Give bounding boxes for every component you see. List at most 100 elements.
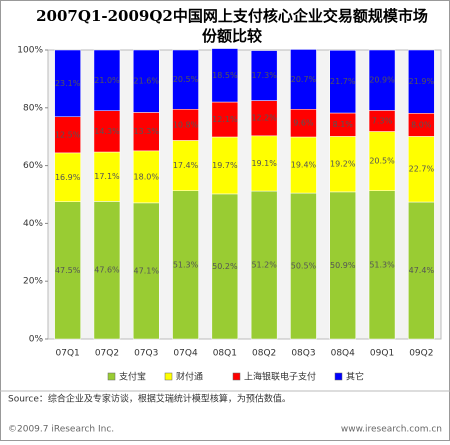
value-label: 12.5%: [55, 130, 81, 139]
bar-segment: [329, 136, 356, 193]
bar-segment: [172, 49, 199, 110]
value-label: 10.8%: [173, 120, 199, 129]
bar-segment: [408, 49, 435, 114]
bar-segment: [329, 50, 356, 114]
y-tick-label: 80%: [23, 103, 43, 113]
y-tick-label: 100%: [17, 46, 43, 56]
value-label: 47.5%: [55, 266, 81, 275]
bar-segment: [133, 202, 160, 340]
value-label: 8.1%: [333, 120, 354, 129]
value-label: 47.4%: [409, 266, 435, 275]
bar-segment: [408, 201, 435, 340]
x-tick-label: 07Q4: [173, 349, 198, 359]
value-label: 9.6%: [293, 119, 314, 128]
value-label: 21.7%: [330, 77, 356, 86]
x-tick-label: 08Q4: [331, 349, 356, 359]
x-tick-label: 08Q2: [252, 349, 276, 359]
value-label: 12.1%: [212, 115, 238, 124]
bar-segment: [211, 193, 239, 340]
bar-segment: [211, 101, 239, 138]
bar-segment: [54, 49, 81, 118]
value-label: 17.4%: [173, 161, 199, 170]
y-tick-label: 60%: [23, 161, 43, 171]
legend-swatch: [107, 372, 116, 381]
value-label: 17.1%: [94, 172, 120, 181]
bar-segment: [172, 190, 199, 340]
value-label: 20.5%: [173, 75, 199, 84]
bar-segment: [54, 116, 81, 154]
chart-title: 2007Q1-2009Q2中国网上支付核心企业交易额规模市场: [36, 7, 428, 25]
bar-segment: [93, 49, 121, 111]
website: www.iresearch.com.cn: [341, 425, 442, 435]
y-tick-label: 0%: [29, 335, 44, 345]
x-tick-label: 09Q2: [409, 349, 433, 359]
bar-segment: [368, 190, 396, 340]
bar-segment: [211, 48, 239, 103]
value-label: 21.0%: [94, 76, 120, 85]
x-tick-label: 09Q1: [370, 349, 394, 359]
legend-label: 支付宝: [119, 371, 146, 383]
bar-segment: [368, 131, 396, 191]
bar-segment: [368, 49, 396, 111]
x-tick-label: 08Q3: [291, 349, 315, 359]
value-label: 50.9%: [330, 261, 356, 270]
bar-segment: [54, 152, 81, 202]
x-tick-label: 07Q3: [134, 349, 158, 359]
value-label: 14.3%: [94, 127, 120, 136]
bar-segment: [250, 50, 278, 101]
value-label: 19.4%: [291, 161, 317, 170]
value-label: 19.2%: [330, 160, 356, 169]
value-label: 51.3%: [369, 260, 395, 269]
bar-segment: [250, 190, 278, 340]
x-tick-label: 07Q2: [95, 349, 119, 359]
legend-swatch: [164, 372, 173, 381]
source: Source：综合企业及专家访谈，根据艾瑞统计模型核算，为预估数值。: [8, 393, 291, 405]
bar-segment: [93, 110, 121, 153]
bar-segment: [172, 108, 199, 141]
value-label: 19.7%: [212, 161, 238, 170]
bar-segment: [133, 49, 160, 113]
value-label: 22.7%: [409, 165, 435, 174]
bar-segment: [250, 135, 278, 192]
value-label: 47.6%: [94, 266, 120, 275]
value-label: 20.5%: [369, 157, 395, 166]
value-label: 13.3%: [134, 127, 160, 136]
x-tick-label: 07Q1: [56, 349, 80, 359]
value-label: 20.9%: [369, 76, 395, 85]
bar-segment: [93, 201, 121, 340]
bar-segment: [290, 49, 317, 110]
value-label: 47.1%: [134, 266, 160, 275]
bar-segment: [133, 150, 160, 204]
bar-segment: [290, 136, 317, 194]
value-label: 51.2%: [251, 261, 277, 270]
legend-swatch: [232, 372, 241, 381]
value-label: 20.7%: [291, 75, 317, 84]
x-tick-label: 08Q1: [213, 349, 237, 359]
value-label: 51.3%: [173, 260, 199, 269]
y-tick-label: 40%: [23, 219, 43, 229]
value-label: 50.5%: [291, 262, 317, 271]
value-label: 8.0%: [411, 120, 432, 129]
value-label: 17.3%: [251, 71, 277, 80]
legend-swatch: [334, 372, 343, 381]
bar-segment: [172, 140, 199, 191]
value-label: 21.9%: [409, 77, 435, 86]
value-label: 18.5%: [212, 71, 238, 80]
y-tick-label: 20%: [23, 277, 43, 287]
bar-segment: [211, 136, 239, 195]
value-label: 23.1%: [55, 79, 81, 88]
legend-label: 财付通: [176, 371, 203, 383]
value-label: 18.0%: [134, 172, 160, 181]
value-label: 21.6%: [134, 77, 160, 86]
value-label: 50.2%: [212, 262, 238, 271]
value-label: 7.3%: [372, 116, 393, 125]
copyright: ©2009.7 iResearch Inc.: [8, 425, 114, 435]
bar-segment: [54, 201, 81, 340]
bar-segment: [290, 108, 317, 138]
value-label: 16.9%: [55, 173, 81, 182]
bar-segment: [408, 136, 435, 203]
chart-title: 份额比较: [202, 27, 262, 45]
legend-label: 上海银联电子支付: [244, 371, 316, 383]
bar-segment: [133, 112, 160, 152]
